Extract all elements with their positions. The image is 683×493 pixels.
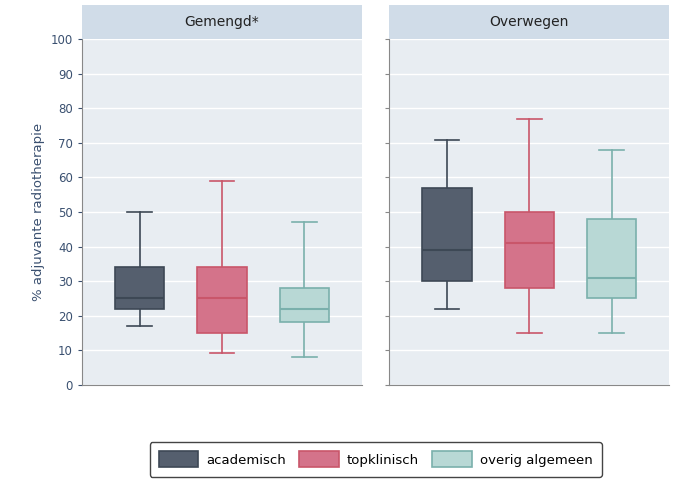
PathPatch shape <box>422 188 472 281</box>
Text: Overwegen: Overwegen <box>490 15 569 29</box>
PathPatch shape <box>505 212 554 288</box>
Legend: academisch, topklinisch, overig algemeen: academisch, topklinisch, overig algemeen <box>150 442 602 477</box>
PathPatch shape <box>279 288 329 322</box>
PathPatch shape <box>115 267 165 309</box>
PathPatch shape <box>587 219 637 298</box>
PathPatch shape <box>197 267 247 333</box>
Text: Gemengd*: Gemengd* <box>184 15 260 29</box>
Y-axis label: % adjuvante radiotherapie: % adjuvante radiotherapie <box>32 123 45 301</box>
